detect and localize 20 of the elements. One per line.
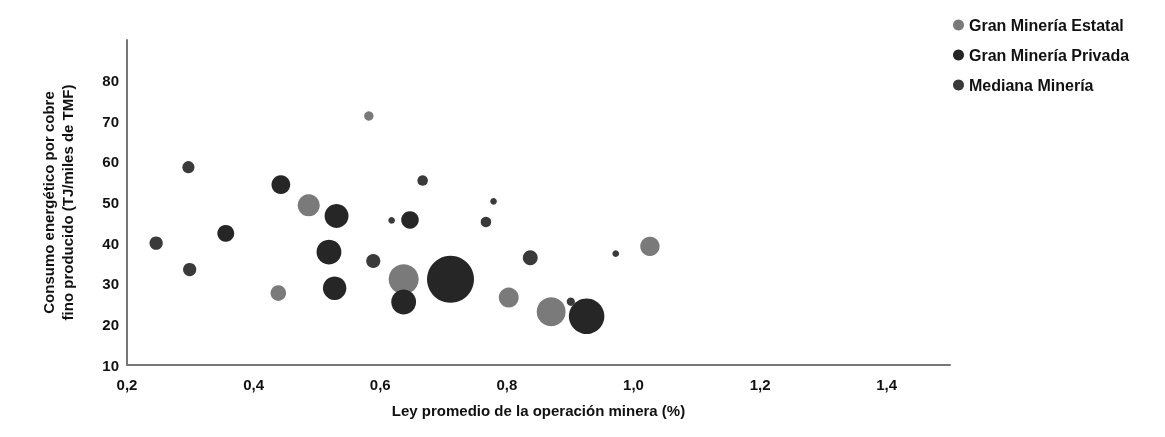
legend-label: Gran Minería Estatal bbox=[969, 16, 1124, 34]
x-tick-label: 1,4 bbox=[876, 376, 898, 393]
x-axis-title: Ley promedio de la operación minera (%) bbox=[391, 402, 686, 419]
y-tick-label: 10 bbox=[102, 356, 119, 374]
y-tick-label: 80 bbox=[102, 72, 119, 90]
x-tick-label: 1,0 bbox=[623, 376, 644, 393]
y-tick-label: 30 bbox=[102, 275, 119, 293]
x-tick-label: 0,6 bbox=[369, 376, 391, 393]
x-tick-label: 0,2 bbox=[116, 376, 138, 393]
y-axis-title: Consumo energético por cobre fino producido (TJ/miles de TMF) bbox=[40, 84, 76, 321]
x-tick-label: 0,8 bbox=[496, 376, 518, 393]
y-tick-label: 40 bbox=[102, 234, 119, 252]
y-tick-label: 70 bbox=[102, 112, 119, 130]
y-tick-label: 60 bbox=[102, 153, 119, 171]
x-tick-label: 0,4 bbox=[243, 376, 265, 393]
y-tick-label: 20 bbox=[102, 315, 119, 333]
y-tick-label: 50 bbox=[102, 194, 119, 211]
legend-label: Mediana Minería bbox=[969, 76, 1094, 94]
legend-label: Gran Minería Privada bbox=[969, 46, 1130, 64]
x-tick-label: 1,2 bbox=[749, 376, 771, 393]
